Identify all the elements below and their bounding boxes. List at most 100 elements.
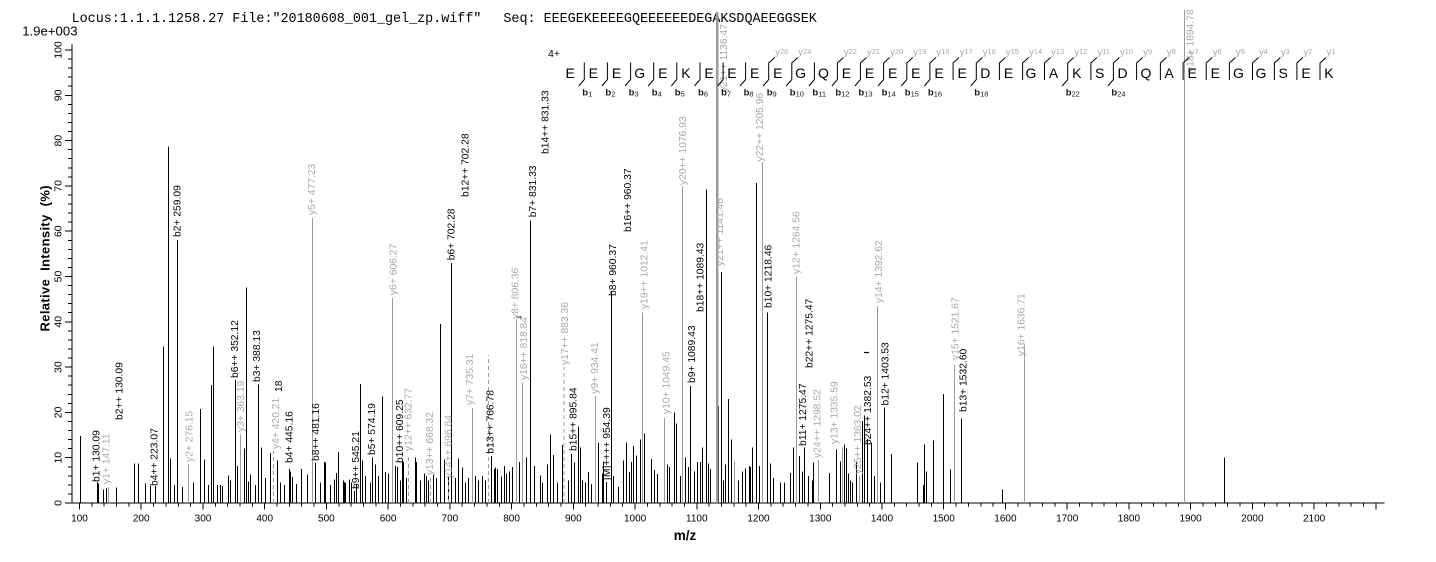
svg-text:b9: b9 — [767, 88, 777, 99]
svg-text:Q: Q — [1141, 65, 1152, 81]
svg-text:E: E — [704, 65, 713, 81]
svg-text:200: 200 — [133, 514, 150, 525]
svg-text:80: 80 — [53, 135, 65, 147]
svg-text:b8++ 481.16: b8++ 481.16 — [311, 403, 322, 461]
svg-text:b9++ 545.21: b9++ 545.21 — [351, 431, 362, 489]
svg-text:4+: 4+ — [548, 48, 560, 60]
svg-text:D: D — [1117, 65, 1127, 81]
svg-text:b3+ 388.13: b3+ 388.13 — [252, 330, 263, 382]
svg-text:y15+ 1521.67: y15+ 1521.67 — [951, 297, 962, 360]
svg-text:b10+ 1218.46: b10+ 1218.46 — [764, 244, 775, 308]
svg-text:300: 300 — [195, 514, 212, 525]
svg-text:K: K — [1072, 65, 1082, 81]
svg-text:b11: b11 — [812, 88, 826, 99]
svg-text:y2+ 276.15: y2+ 276.15 — [184, 410, 195, 462]
svg-text:E: E — [1188, 65, 1197, 81]
svg-text:y3: y3 — [1281, 47, 1290, 58]
svg-text:2100: 2100 — [1303, 514, 1326, 525]
svg-text:b7: b7 — [721, 88, 731, 99]
svg-text:y5: y5 — [1236, 47, 1245, 58]
svg-text:E: E — [566, 65, 575, 81]
svg-text:70: 70 — [53, 180, 65, 192]
svg-text:y20++ 1076.93: y20++ 1076.93 — [678, 116, 689, 185]
svg-text:b10: b10 — [790, 88, 804, 99]
svg-text:b2++ 130.09: b2++ 130.09 — [115, 362, 126, 420]
svg-text:1800: 1800 — [1118, 514, 1141, 525]
svg-text:y14: y14 — [1029, 47, 1042, 58]
svg-text:E: E — [773, 65, 782, 81]
svg-text:b11+ 1275.47: b11+ 1275.47 — [798, 383, 809, 446]
svg-text:y12: y12 — [1074, 47, 1087, 58]
svg-text:b22++ 1275.47: b22++ 1275.47 — [805, 298, 816, 368]
svg-text:100: 100 — [53, 41, 65, 59]
svg-text:600: 600 — [380, 514, 397, 525]
svg-text:y10+ 1049.45: y10+ 1049.45 — [662, 351, 673, 414]
svg-text:b4+ 445.16: b4+ 445.16 — [285, 411, 296, 463]
svg-text:1700: 1700 — [1056, 514, 1079, 525]
svg-text:b13++ 766.78: b13++ 766.78 — [486, 390, 497, 454]
svg-text:[M]++++ 954.39: [M]++++ 954.39 — [602, 407, 613, 480]
svg-text:E: E — [658, 65, 667, 81]
svg-text:1000: 1000 — [624, 514, 647, 525]
svg-text:700: 700 — [442, 514, 459, 525]
svg-text:b1: b1 — [582, 88, 592, 99]
svg-text:Locus:1.1.1.1258.27 File:"2018: Locus:1.1.1.1258.27 File:"20180608_001_g… — [72, 12, 482, 27]
svg-text:y24: y24 — [798, 47, 811, 58]
svg-text:y19: y19 — [913, 47, 926, 58]
svg-text:b6: b6 — [698, 88, 708, 99]
svg-text:y1+ 147.11: y1+ 147.11 — [102, 433, 113, 484]
svg-text:y8+ 806.36: y8+ 806.36 — [511, 267, 522, 319]
svg-text:y16++ 818.84: y16++ 818.84 — [519, 317, 530, 380]
svg-text:b8+ 960.37: b8+ 960.37 — [608, 244, 619, 296]
svg-text:y17++ 883.36: y17++ 883.36 — [560, 302, 571, 365]
svg-text:Q: Q — [818, 65, 829, 81]
svg-text:1600: 1600 — [994, 514, 1017, 525]
svg-text:A: A — [1049, 65, 1059, 81]
svg-text:400: 400 — [256, 514, 273, 525]
svg-text:y13: y13 — [1051, 47, 1064, 58]
svg-text:y25++ 1363.02: y25++ 1363.02 — [853, 405, 864, 474]
svg-text:E: E — [842, 65, 851, 81]
svg-text:1900: 1900 — [1179, 514, 1202, 525]
svg-text:b13: b13 — [858, 88, 872, 99]
svg-text:1200: 1200 — [747, 514, 770, 525]
svg-text:Seq: EEEGEKEEEEGQEEEEEEDEGAKSD: Seq: EEEGEKEEEEGQEEEEEEDEGAKSDQAEEGGSEK — [503, 12, 817, 27]
svg-text:E: E — [750, 65, 759, 81]
svg-text:y3+ 363.19: y3+ 363.19 — [236, 380, 247, 432]
svg-text:E: E — [589, 65, 598, 81]
svg-text:y2: y2 — [1303, 47, 1312, 58]
svg-text:b9+ 1089.43: b9+ 1089.43 — [687, 325, 698, 383]
svg-text:G: G — [1233, 65, 1244, 81]
svg-text:b10++ 609.25: b10++ 609.25 — [395, 399, 406, 463]
svg-text:y4: y4 — [1259, 47, 1268, 58]
svg-text:b16: b16 — [928, 88, 942, 99]
svg-text:G: G — [1256, 65, 1267, 81]
svg-text:90: 90 — [53, 89, 65, 101]
svg-text:S: S — [1279, 65, 1288, 81]
svg-text:E: E — [612, 65, 621, 81]
svg-text:b12++ 702.28: b12++ 702.28 — [460, 133, 471, 197]
svg-text:y11: y11 — [1097, 47, 1110, 58]
svg-text:1400: 1400 — [871, 514, 894, 525]
svg-text:y7: y7 — [1190, 47, 1199, 58]
svg-text:b22: b22 — [1066, 88, 1080, 99]
svg-text:1300: 1300 — [809, 514, 832, 525]
svg-text:S: S — [1095, 65, 1104, 81]
svg-text:y20: y20 — [890, 47, 903, 58]
svg-text:E: E — [1211, 65, 1220, 81]
svg-text:20: 20 — [53, 406, 65, 418]
svg-text:b2+ 259.09: b2+ 259.09 — [173, 185, 184, 237]
svg-text:40: 40 — [53, 316, 65, 328]
svg-text:b16++ 960.37: b16++ 960.37 — [623, 168, 634, 232]
svg-text:y6: y6 — [1213, 47, 1222, 58]
svg-text:b15: b15 — [905, 88, 919, 99]
svg-text:y16: y16 — [983, 47, 996, 58]
svg-text:y4+ 420.21: y4+ 420.21 — [271, 397, 282, 449]
svg-text:y9+ 934.41: y9+ 934.41 — [590, 342, 601, 394]
svg-text:y7+ 735.31: y7+ 735.31 — [465, 353, 476, 405]
svg-text:b18++ 1089.43: b18++ 1089.43 — [696, 242, 707, 312]
svg-text:50: 50 — [53, 271, 65, 283]
svg-text:y19++ 1012.41: y19++ 1012.41 — [640, 240, 651, 309]
svg-text:E: E — [1301, 65, 1310, 81]
svg-text:b4: b4 — [652, 88, 662, 99]
